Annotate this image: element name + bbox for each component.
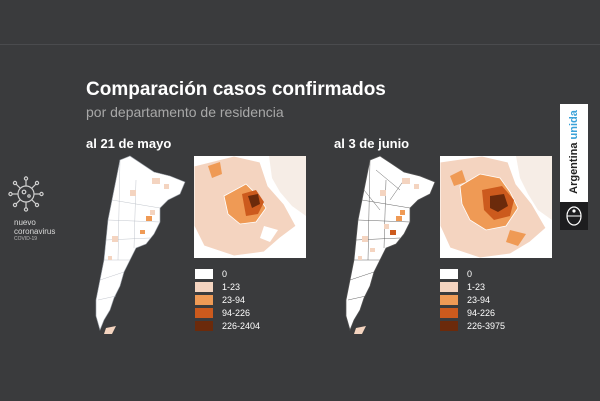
legend-label: 0 bbox=[222, 269, 228, 279]
panel-2-label: al 3 de junio bbox=[334, 136, 410, 151]
legend-swatch bbox=[440, 295, 458, 305]
legend-swatch bbox=[195, 321, 213, 331]
legend-label: 1-23 bbox=[467, 282, 486, 292]
legend-label: 226-3975 bbox=[467, 321, 506, 331]
legend-swatch bbox=[440, 321, 458, 331]
legend-label: 94-226 bbox=[467, 308, 496, 318]
brand-line-1: nuevo bbox=[14, 218, 36, 227]
legend-swatch bbox=[195, 308, 213, 318]
top-divider bbox=[0, 44, 600, 45]
badge-text-main: Argentina bbox=[568, 142, 580, 194]
legend-item: 1-23 bbox=[440, 281, 505, 293]
legend-label: 23-94 bbox=[222, 295, 246, 305]
legend-swatch bbox=[195, 295, 213, 305]
amba-inset-june bbox=[440, 156, 552, 258]
legend-label: 94-226 bbox=[222, 308, 251, 318]
legend-item: 0 bbox=[195, 268, 260, 280]
argentina-map-june bbox=[345, 155, 436, 334]
legend-swatch bbox=[440, 282, 458, 292]
legend-item: 23-94 bbox=[440, 294, 505, 306]
legend-label: 0 bbox=[467, 269, 473, 279]
coronavirus-brand: nuevo coronavirus COVID-19 bbox=[6, 175, 76, 242]
virus-icon bbox=[8, 176, 44, 212]
badge-text: Argentina unida bbox=[560, 104, 588, 200]
panel-1-label: al 21 de mayo bbox=[86, 136, 172, 151]
legend-item: 226-3975 bbox=[440, 320, 505, 332]
legend-item: 226-2404 bbox=[195, 320, 260, 332]
argentina-map-may bbox=[95, 155, 186, 334]
legend-label: 1-23 bbox=[222, 282, 241, 292]
national-shield-icon bbox=[560, 202, 588, 230]
amba-inset-may bbox=[194, 156, 306, 258]
legend-swatch bbox=[195, 282, 213, 292]
argentina-unida-badge: Argentina unida bbox=[560, 104, 588, 230]
legend-item: 1-23 bbox=[195, 281, 260, 293]
page-subtitle: por departamento de residencia bbox=[86, 104, 284, 120]
brand-line-2: coronavirus bbox=[14, 227, 56, 236]
legend-swatch bbox=[440, 308, 458, 318]
page-title: Comparación casos confirmados bbox=[86, 79, 386, 100]
brand-line-3: COVID-19 bbox=[14, 236, 38, 242]
legend-item: 94-226 bbox=[195, 307, 260, 319]
legend-label: 23-94 bbox=[467, 295, 491, 305]
legend-swatch bbox=[440, 269, 458, 279]
legend-item: 94-226 bbox=[440, 307, 505, 319]
legend-label: 226-2404 bbox=[222, 321, 261, 331]
legend-item: 0 bbox=[440, 268, 505, 280]
legend-june: 0 1-23 23-94 94-226 226-3975 bbox=[440, 268, 505, 333]
badge-text-accent: unida bbox=[568, 110, 580, 140]
legend-swatch bbox=[195, 269, 213, 279]
legend-may: 0 1-23 23-94 94-226 226-2404 bbox=[195, 268, 260, 333]
legend-item: 23-94 bbox=[195, 294, 260, 306]
